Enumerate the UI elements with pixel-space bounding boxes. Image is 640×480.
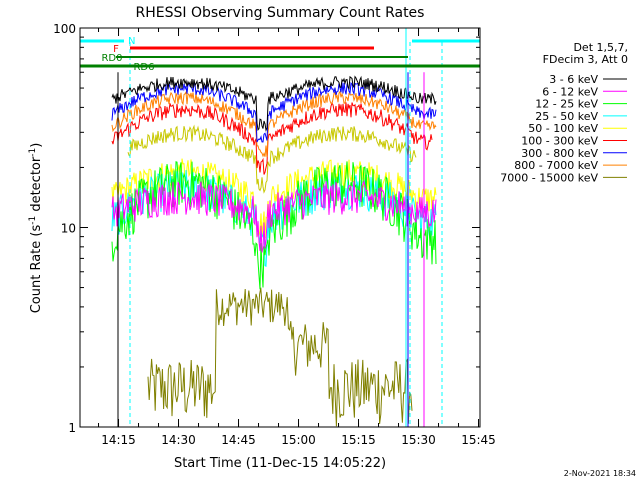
legend-label-8: 7000 - 15000 keV bbox=[500, 171, 598, 184]
series-line-6-12kev bbox=[111, 179, 437, 253]
legend-label-1: 6 - 12 keV bbox=[542, 85, 598, 98]
series-line-12-25kev bbox=[111, 161, 437, 290]
legend-label-4: 50 - 100 keV bbox=[528, 122, 598, 135]
x-tick-label-14:15: 14:15 bbox=[101, 433, 136, 447]
chart-title: RHESSI Observing Summary Count Rates bbox=[136, 5, 425, 21]
y-tick-label-100: 100 bbox=[53, 22, 76, 36]
y-tick-label-1: 1 bbox=[68, 421, 76, 435]
series-line-100-300kev bbox=[111, 101, 433, 175]
series-line-extra bbox=[127, 124, 417, 194]
series-line-300-800kev bbox=[111, 81, 437, 143]
legend-label-7: 800 - 7000 keV bbox=[514, 159, 598, 172]
y-tick-label-10: 10 bbox=[61, 222, 76, 236]
x-tick-label-14:30: 14:30 bbox=[161, 433, 196, 447]
legend-label-3: 25 - 50 keV bbox=[535, 110, 598, 123]
x-tick-label-14:45: 14:45 bbox=[221, 433, 256, 447]
legend-label-0: 3 - 6 keV bbox=[549, 73, 598, 86]
annotation-label-rd6: RD6 bbox=[133, 62, 154, 73]
x-tick-label-15:30: 15:30 bbox=[401, 433, 436, 447]
y-axis-label: Count Rate (s-1 detector-1) bbox=[28, 143, 44, 314]
timestamp: 2-Nov-2021 18:34 bbox=[564, 469, 636, 478]
series-line-3-6kev bbox=[111, 75, 437, 132]
legend-label-2: 12 - 25 keV bbox=[535, 98, 598, 111]
annotation-label-f: F bbox=[113, 44, 119, 55]
x-tick-label-15:45: 15:45 bbox=[461, 433, 496, 447]
legend-label-5: 100 - 300 keV bbox=[521, 135, 598, 148]
x-tick-label-15:15: 15:15 bbox=[341, 433, 376, 447]
x-tick-label-15:00: 15:00 bbox=[281, 433, 316, 447]
annotation-label-rd0: RD0 bbox=[101, 53, 122, 64]
series-line-800-7000kev bbox=[111, 90, 437, 158]
series-line-7000-15000kev bbox=[147, 287, 413, 427]
legend-label-6: 300 - 800 keV bbox=[521, 147, 598, 160]
legend-header-0: Det 1,5,7, bbox=[573, 41, 628, 54]
annotation-label-n: N bbox=[128, 36, 135, 47]
x-axis-label: Start Time (11-Dec-15 14:05:22) bbox=[174, 456, 386, 471]
legend-header-1: FDecim 3, Att 0 bbox=[543, 53, 628, 66]
